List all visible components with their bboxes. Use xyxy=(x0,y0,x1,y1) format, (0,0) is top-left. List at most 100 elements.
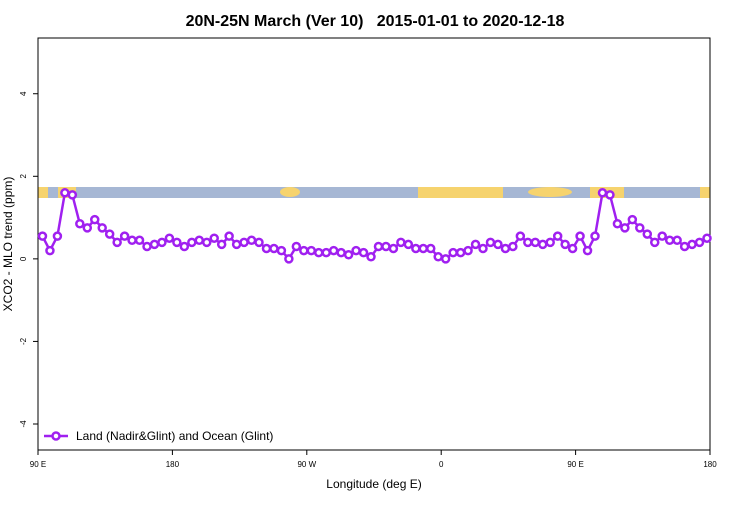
x-tick-label: 180 xyxy=(703,460,717,469)
point xyxy=(358,247,369,258)
point xyxy=(134,235,145,246)
y-tick-label: 4 xyxy=(19,91,28,96)
point xyxy=(411,243,421,254)
point xyxy=(89,214,100,225)
point xyxy=(575,231,585,241)
point xyxy=(560,239,570,250)
point xyxy=(478,243,488,254)
point xyxy=(396,237,406,248)
point xyxy=(582,245,593,256)
point xyxy=(552,231,563,241)
point xyxy=(366,252,376,262)
point xyxy=(60,188,70,198)
chart-title: 20N-25N March (Ver 10) 2015-01-01 to 202… xyxy=(186,13,565,30)
point xyxy=(381,241,391,252)
point xyxy=(284,254,294,264)
point xyxy=(523,237,533,248)
point xyxy=(463,245,473,256)
y-tick-label: 2 xyxy=(19,174,28,179)
point xyxy=(470,239,481,250)
x-tick-label: 0 xyxy=(439,460,444,469)
point xyxy=(649,237,660,248)
x-tick-label: 90 E xyxy=(30,460,46,469)
x-tick-label: 90 E xyxy=(567,460,583,469)
point xyxy=(351,245,361,256)
point xyxy=(52,231,63,241)
point xyxy=(119,231,130,241)
point xyxy=(545,237,555,248)
land xyxy=(528,187,572,197)
point xyxy=(590,231,600,241)
point xyxy=(702,233,712,243)
point xyxy=(672,235,682,246)
point xyxy=(231,239,242,250)
point xyxy=(373,241,384,252)
ocean xyxy=(38,187,710,198)
point xyxy=(687,239,697,250)
point xyxy=(127,235,137,246)
point xyxy=(45,245,55,256)
point xyxy=(179,241,190,252)
point xyxy=(343,249,354,260)
point xyxy=(261,243,272,254)
point xyxy=(224,231,234,241)
point xyxy=(657,231,667,241)
y-tick-label: 0 xyxy=(19,256,28,261)
point xyxy=(239,237,249,248)
point xyxy=(664,235,675,246)
point xyxy=(500,243,511,254)
point xyxy=(216,239,227,250)
point xyxy=(104,229,115,239)
point xyxy=(493,239,503,250)
point xyxy=(440,254,451,264)
point xyxy=(612,219,623,229)
point xyxy=(336,247,346,258)
point xyxy=(291,241,302,252)
point xyxy=(82,223,93,233)
point xyxy=(388,243,399,254)
point xyxy=(403,239,414,250)
point xyxy=(254,237,264,248)
point xyxy=(164,233,175,243)
point xyxy=(425,243,436,254)
point xyxy=(172,237,182,248)
point xyxy=(157,237,167,248)
point xyxy=(67,190,78,200)
point xyxy=(313,247,324,258)
point xyxy=(209,233,219,243)
legend-marker xyxy=(51,431,61,441)
point xyxy=(299,245,309,256)
point xyxy=(605,190,615,200)
point xyxy=(694,237,705,248)
point xyxy=(37,231,48,241)
point xyxy=(508,241,518,252)
point xyxy=(515,231,526,241)
plot-frame xyxy=(37,37,711,451)
land xyxy=(418,187,503,198)
point xyxy=(328,245,339,256)
point xyxy=(142,241,152,252)
land xyxy=(700,187,710,198)
point xyxy=(642,229,653,239)
x-tick-label: 90 W xyxy=(297,460,316,469)
point xyxy=(448,247,458,258)
y-tick-label: -4 xyxy=(19,420,28,428)
point xyxy=(597,188,608,198)
y-tick-label: -2 xyxy=(19,337,28,345)
land xyxy=(38,187,48,198)
x-axis-label: Longitude (deg E) xyxy=(326,477,421,491)
point xyxy=(635,223,645,233)
point xyxy=(627,214,638,225)
legend-label: Land (Nadir&Glint) and Ocean (Glint) xyxy=(76,429,273,443)
point xyxy=(485,237,496,248)
x-tick-label: 180 xyxy=(166,460,180,469)
point xyxy=(194,235,205,246)
point xyxy=(112,237,122,248)
point xyxy=(455,247,466,258)
point xyxy=(306,245,317,256)
point xyxy=(537,239,548,250)
point xyxy=(97,223,107,233)
point xyxy=(246,235,257,246)
point xyxy=(201,237,212,248)
